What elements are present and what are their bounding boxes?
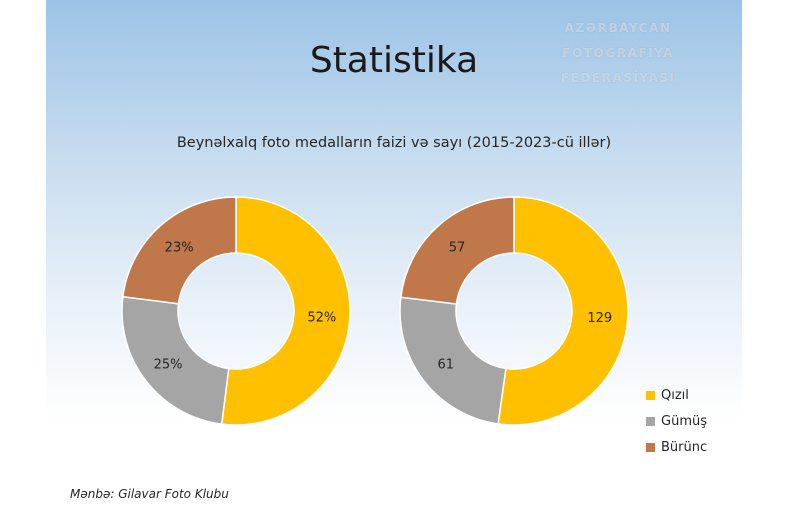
donut-2-slice-gumus <box>399 296 507 425</box>
chart-subtitle: Beynəlxalq foto medalların faizi və sayı… <box>176 135 612 151</box>
donut-chart-2: 129 61 57 <box>399 196 629 426</box>
legend-swatch-qizil <box>646 390 655 400</box>
legend-swatch-gumus <box>646 416 655 426</box>
donut-chart-1: 52% 25% 23% <box>121 196 351 426</box>
legend-label-burunc: Bürünc <box>661 439 708 455</box>
donut-1-label-burunc: 23% <box>165 240 194 255</box>
donut-2-label-gumus: 61 <box>438 357 455 372</box>
source-note: Mənbə: Gilavar Foto Klubu <box>70 487 229 501</box>
legend-label-qizil: Qızıl <box>661 387 689 403</box>
donut-2-slice-qizil <box>497 196 629 426</box>
legend-item-gumus: Gümüş <box>646 408 707 434</box>
donut-2-label-qizil: 129 <box>587 311 612 326</box>
slide-title: Statistika <box>309 40 479 81</box>
donut-charts: 52% 25% 23% 129 61 57 <box>121 196 629 426</box>
donut-1-slice-qizil <box>220 196 351 426</box>
legend: Qızıl Gümüş Bürünc <box>646 382 707 460</box>
donut-2-label-burunc: 57 <box>449 241 466 256</box>
donut-1-slice-gumus <box>121 295 230 425</box>
watermark-line-1: AZƏRBAYCAN FOTOGRAFİYA <box>562 20 674 60</box>
federation-watermark: AZƏRBAYCAN FOTOGRAFİYA FEDERASİYASI <box>508 15 728 90</box>
legend-swatch-burunc <box>646 442 655 452</box>
donut-1-slice-burunc <box>122 196 237 305</box>
donut-2-slice-burunc <box>399 196 515 305</box>
legend-label-gumus: Gümüş <box>661 413 707 429</box>
slide: AZƏRBAYCAN FOTOGRAFİYA FEDERASİYASI Stat… <box>46 0 742 526</box>
legend-item-burunc: Bürünc <box>646 434 707 460</box>
donut-1-label-qizil: 52% <box>307 310 336 325</box>
watermark-line-2: FEDERASİYASI <box>560 70 676 85</box>
donut-1-label-gumus: 25% <box>154 358 183 373</box>
legend-item-qizil: Qızıl <box>646 382 707 408</box>
